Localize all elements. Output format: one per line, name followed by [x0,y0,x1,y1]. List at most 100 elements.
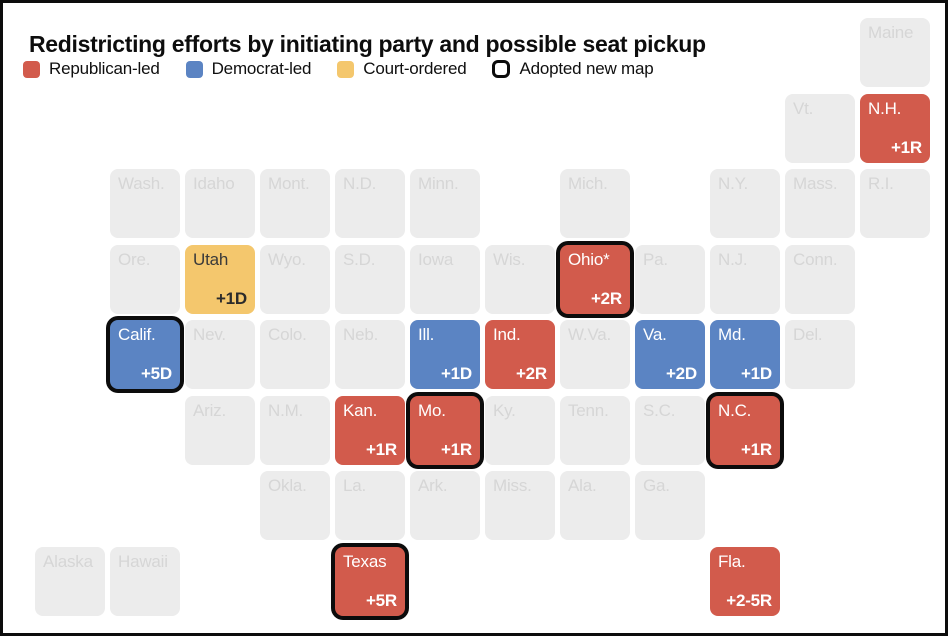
state-tile-la: La. [335,471,405,540]
state-label: Texas [343,552,387,571]
state-label: Calif. [118,325,156,344]
state-label: N.J. [718,250,748,269]
state-label: Va. [643,325,667,344]
legend-item-democrat-led: Democrat-led [185,59,312,79]
state-label: Mont. [268,174,310,193]
state-tile-idaho: Idaho [185,169,255,238]
state-label: Maine [868,23,914,42]
state-label: Minn. [418,174,459,193]
state-tile-ny: N.Y. [710,169,780,238]
seat-pickup-value: +1R [890,138,922,157]
state-label: Pa. [643,250,668,269]
state-tile-nc: N.C. +1R [710,396,780,465]
state-label: Iowa [418,250,454,269]
state-tile-ala: Ala. [560,471,630,540]
seat-pickup-value: +1R [365,440,397,459]
state-tile-mass: Mass. [785,169,855,238]
state-label: Kan. [343,401,378,420]
legend-item-adopted-new-map: Adopted new map [492,59,654,79]
state-tile-fla: Fla. +2-5R [710,547,780,616]
state-label: La. [343,476,367,495]
state-label: Ore. [118,250,151,269]
state-tile-ark: Ark. [410,471,480,540]
seat-pickup-value: +1R [440,440,472,459]
state-label: Vt. [793,99,814,118]
state-tile-alaska: Alaska [35,547,105,616]
state-tile-ariz: Ariz. [185,396,255,465]
legend-swatch-icon [23,60,40,78]
seat-pickup-value: +1R [740,440,772,459]
state-tile-sd: S.D. [335,245,405,314]
seat-pickup-value: +5D [140,364,172,383]
state-label: Ala. [568,476,597,495]
state-label: Colo. [268,325,307,344]
state-tile-mich: Mich. [560,169,630,238]
chart-title: Redistricting efforts by initiating part… [29,31,706,58]
state-tile-ga: Ga. [635,471,705,540]
legend-swatch-icon [337,60,355,78]
seat-pickup-value: +5R [365,591,397,610]
state-tile-texas: Texas +5R [335,547,405,616]
state-tile-mo: Mo. +1R [410,396,480,465]
state-label: Wis. [493,250,526,269]
state-label: Tenn. [568,401,609,420]
state-tile-tenn: Tenn. [560,396,630,465]
state-label: Okla. [268,476,307,495]
state-tile-wva: W.Va. [560,320,630,389]
state-label: W.Va. [568,325,612,344]
state-label: Conn. [793,250,838,269]
state-tile-sc: S.C. [635,396,705,465]
state-label: Ariz. [193,401,227,420]
state-label: Alaska [43,552,93,571]
seat-pickup-value: +1D [440,364,472,383]
state-label: Idaho [193,174,235,193]
state-label: R.I. [868,174,894,193]
state-label: N.Y. [718,174,749,193]
state-tile-nd: N.D. [335,169,405,238]
state-label: Mich. [568,174,608,193]
state-tile-neb: Neb. [335,320,405,389]
state-tile-va: Va. +2D [635,320,705,389]
state-label: Md. [718,325,746,344]
state-tile-conn: Conn. [785,245,855,314]
state-tile-nj: N.J. [710,245,780,314]
state-label: N.C. [718,401,752,420]
state-tile-kan: Kan. +1R [335,396,405,465]
state-tile-colo: Colo. [260,320,330,389]
state-label: S.C. [643,401,676,420]
seat-pickup-value: +2D [665,364,697,383]
state-label: Ohio* [568,250,610,269]
legend-label: Democrat-led [211,59,312,78]
state-tile-pa: Pa. [635,245,705,314]
state-label: Ind. [493,325,521,344]
state-label: N.M. [268,401,304,420]
seat-pickup-value: +1D [740,364,772,383]
legend-item-court-ordered: Court-ordered [337,59,467,79]
state-tile-nh: N.H. +1R [860,94,930,163]
state-tile-okla: Okla. [260,471,330,540]
state-tile-minn: Minn. [410,169,480,238]
state-tile-nev: Nev. [185,320,255,389]
state-tile-ky: Ky. [485,396,555,465]
tile-grid: Maine Vt. N.H. +1R Wash. Idaho Mont. N.D. Minn. M… [3,3,948,639]
state-tile-miss: Miss. [485,471,555,540]
state-label: Miss. [493,476,532,495]
adopted-map-outline-swatch-icon [492,60,511,78]
seat-pickup-value: +2R [515,364,547,383]
state-label: Mass. [793,174,838,193]
state-label: Ark. [418,476,448,495]
seat-pickup-value: +1D [215,289,247,308]
legend-label: Republican-led [49,59,160,78]
state-tile-ri: R.I. [860,169,930,238]
state-label: Wyo. [268,250,306,269]
state-tile-iowa: Iowa [410,245,480,314]
state-label: Hawaii [118,552,168,571]
state-tile-ind: Ind. +2R [485,320,555,389]
legend-label: Court-ordered [363,59,467,78]
legend-label: Adopted new map [519,59,654,78]
state-label: S.D. [343,250,376,269]
state-tile-utah: Utah +1D [185,245,255,314]
state-label: Del. [793,325,823,344]
legend-item-republican-led: Republican-led [23,59,160,79]
